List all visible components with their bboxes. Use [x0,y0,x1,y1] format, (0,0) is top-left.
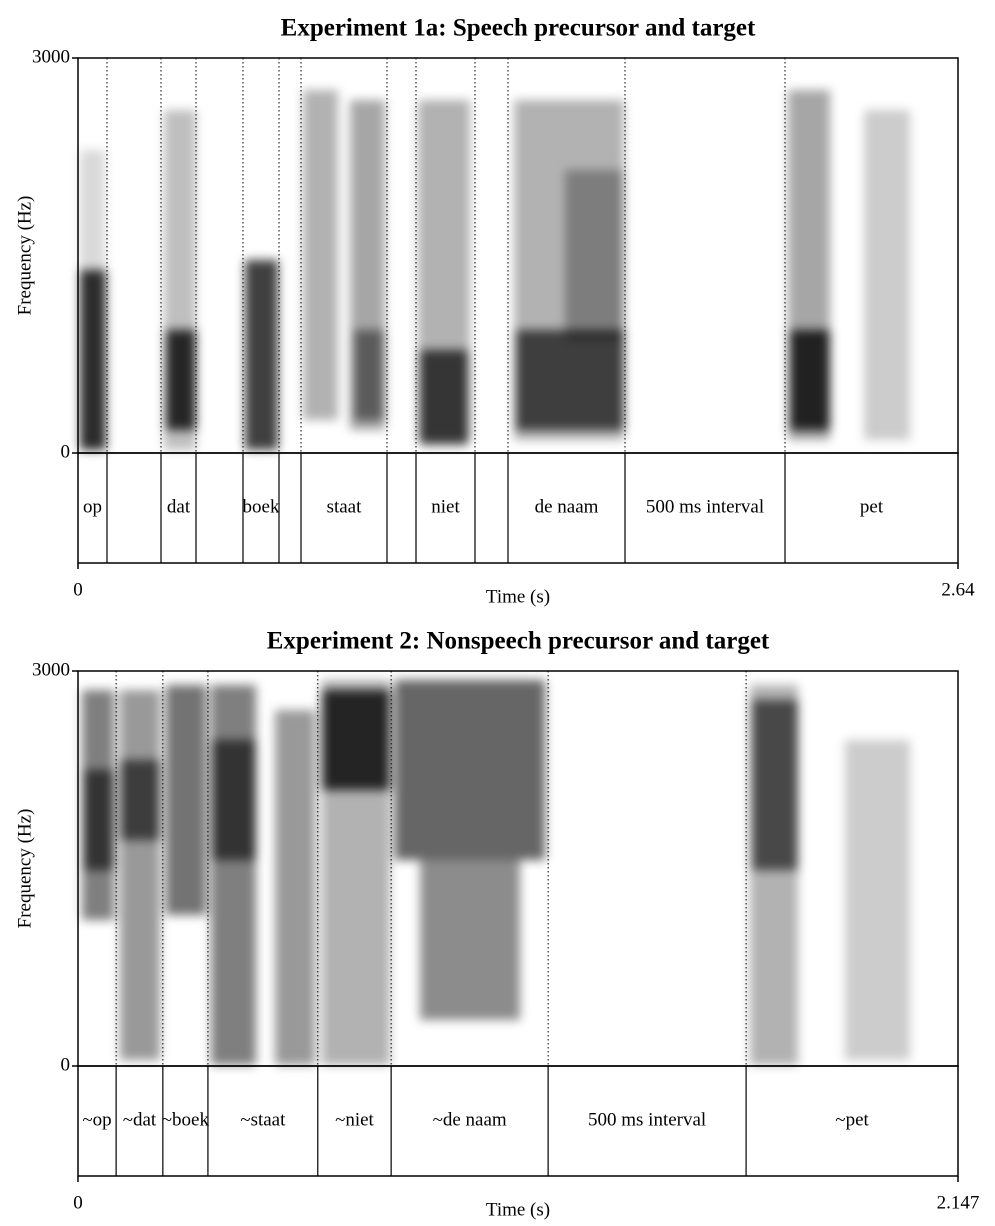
interval-label: pet [860,496,884,517]
interval-label: staat [327,496,363,517]
x-axis-label: Time (s) [486,586,550,607]
interval-label: boek [243,496,280,517]
y-tick-label: 0 [61,1054,71,1075]
y-axis-label: Frequency (Hz) [14,809,35,929]
x-tick-label: 2.147 [937,1192,980,1213]
interval-label: ~staat [240,1109,286,1130]
interval-label: ~op [82,1109,111,1130]
spectrogram-energy [82,680,910,1065]
x-tick-label: 2.64 [941,579,975,600]
spectrogram-energy [80,90,910,450]
tier-frame [77,452,959,564]
y-tick-label: 3000 [32,659,70,680]
interval-label: ~dat [123,1109,157,1130]
interval-label: ~de naam [433,1109,507,1130]
x-axis-label: Time (s) [486,1199,550,1220]
interval-label: op [83,496,102,517]
interval-label: ~pet [835,1109,869,1130]
chart-title: Experiment 1a: Speech precursor and targ… [281,15,756,42]
x-tick-label: 0 [73,579,83,600]
y-tick-label: 3000 [32,46,70,67]
interval-label: dat [167,496,191,517]
interval-label: de naam [535,496,599,517]
interval-label: niet [431,496,460,517]
y-axis-label: Frequency (Hz) [14,196,35,316]
interval-label: ~boek [162,1109,210,1130]
chart-title: Experiment 2: Nonspeech precursor and ta… [267,628,770,655]
y-tick-label: 0 [61,441,71,462]
interval-label: ~niet [335,1109,374,1130]
x-tick-label: 0 [73,1192,83,1213]
interval-label: 500 ms interval [646,496,764,517]
interval-label: 500 ms interval [588,1109,706,1130]
tier-frame [77,1065,959,1177]
